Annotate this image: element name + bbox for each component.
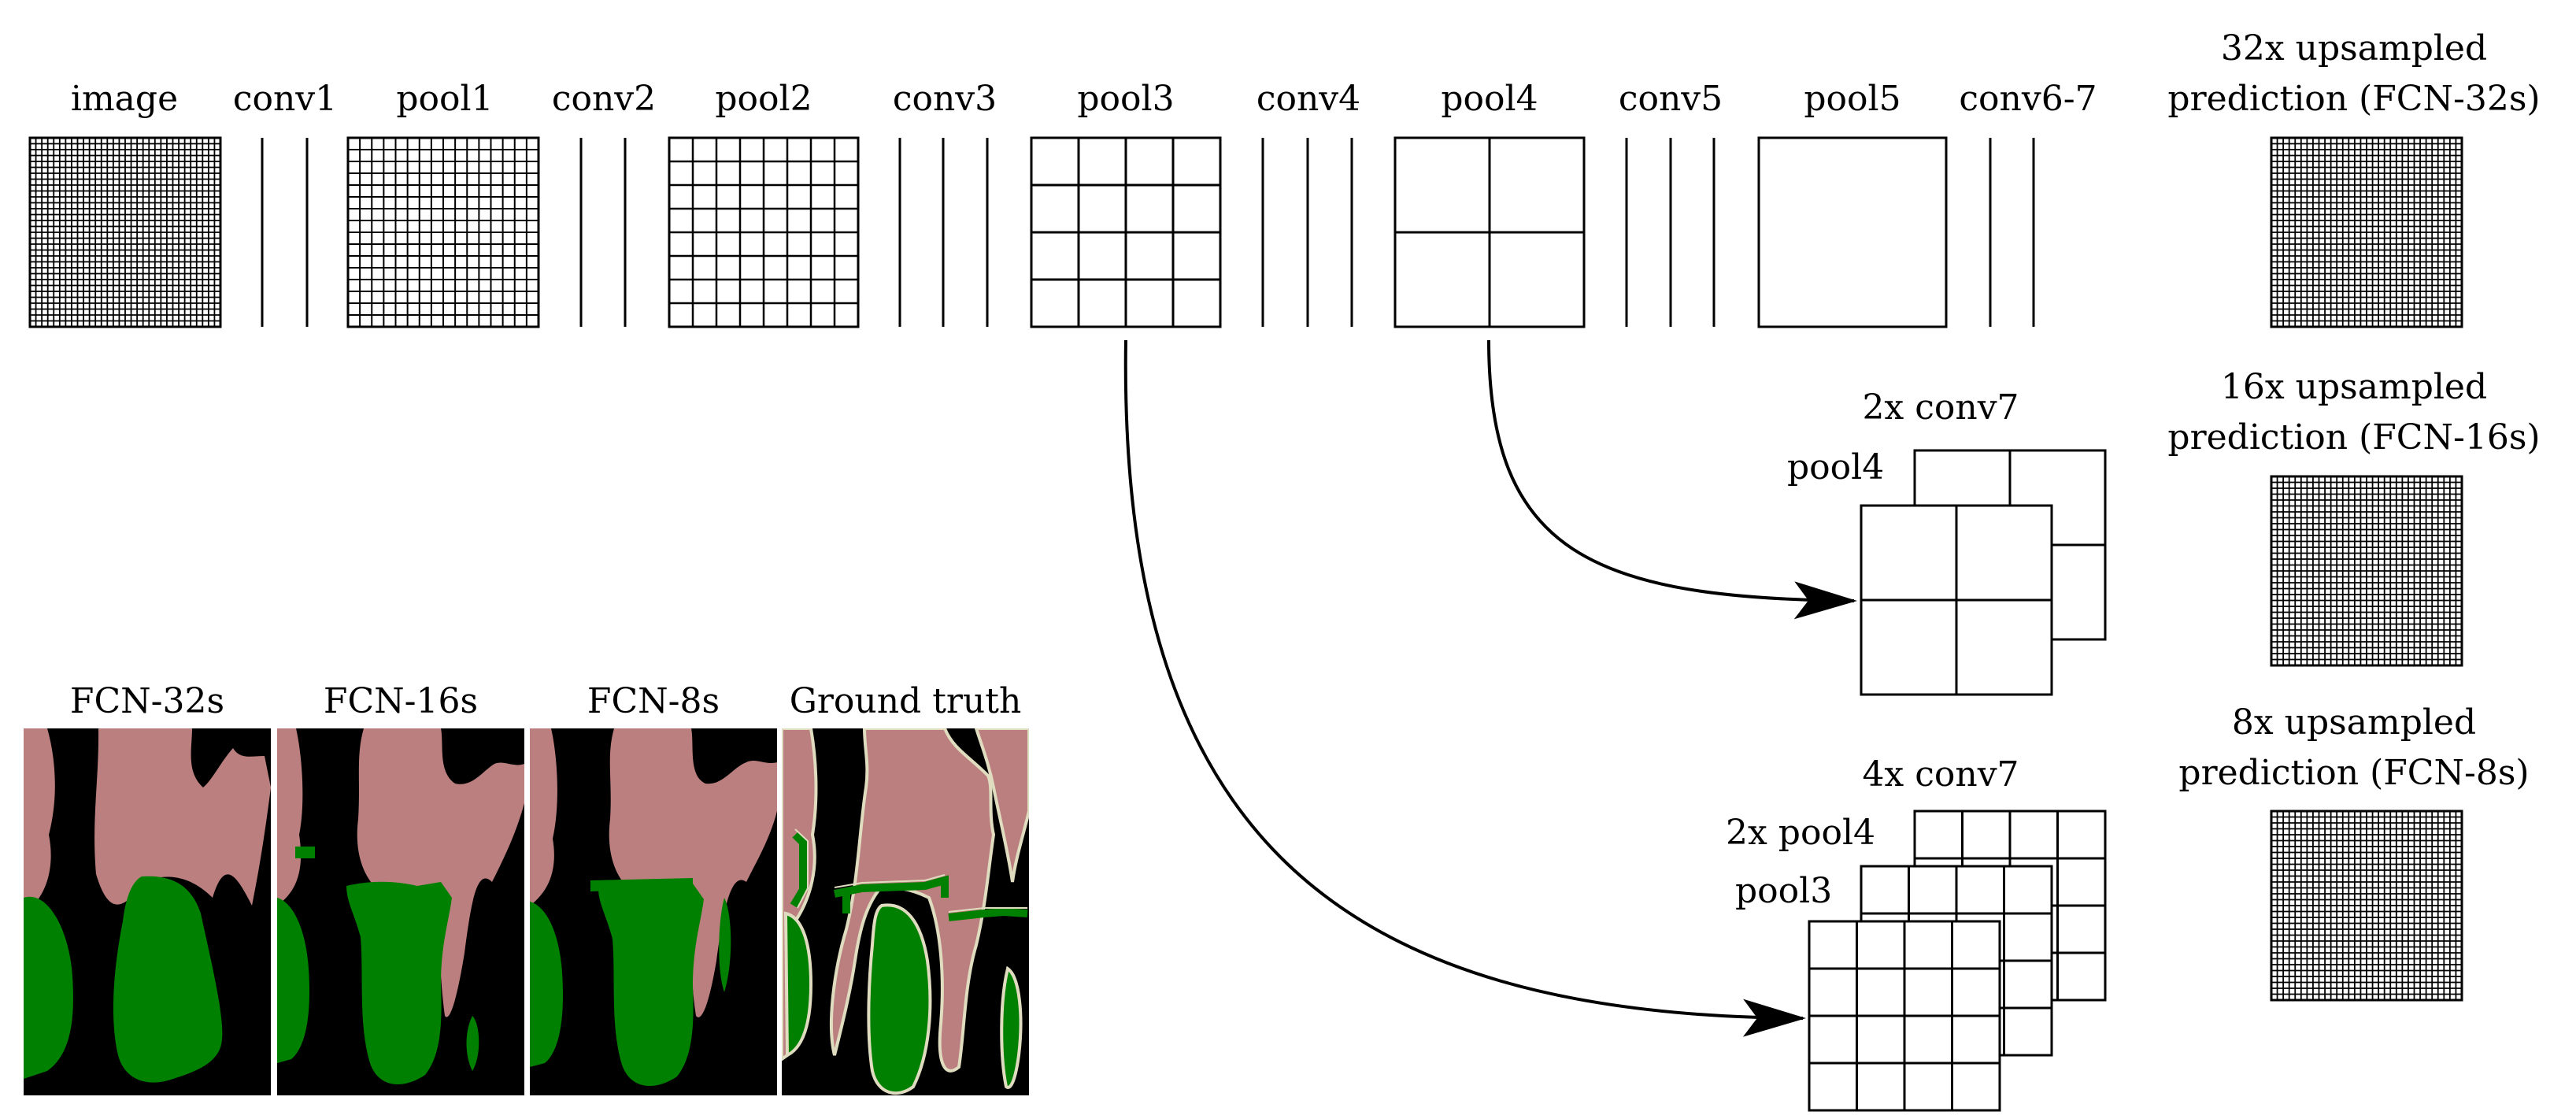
result-label-fcn32s: FCN-32s xyxy=(70,681,224,721)
stage8-side-label-2: pool3 xyxy=(1735,871,1832,911)
fcn32-label-line1: 32x upsampled xyxy=(2221,28,2487,69)
layer-labels: image conv1 pool1 conv2 pool2 conv3 pool… xyxy=(71,79,2097,119)
layer-label-pool2: pool2 xyxy=(715,79,812,119)
stage16-pool4-map xyxy=(1860,504,2053,696)
stage8-side-label-1: 2x pool4 xyxy=(1726,813,1875,853)
layer-label-conv1: conv1 xyxy=(233,79,337,119)
bicycle-region xyxy=(295,847,315,858)
bicycle-handlebar-outline xyxy=(794,828,1027,913)
layer-label-conv4: conv4 xyxy=(1257,79,1360,119)
fcn32-prediction-grid xyxy=(2270,136,2463,328)
bicycle-region xyxy=(590,878,693,891)
pool3-skip-arrow xyxy=(1123,339,1806,1037)
bicycle-region xyxy=(277,898,310,1063)
conv2-block xyxy=(579,138,627,327)
layer-label-pool1: pool1 xyxy=(396,79,493,119)
result-panel-fcn32s xyxy=(24,728,271,1095)
person-region xyxy=(530,728,557,906)
result-panel-fcn8s xyxy=(530,728,777,1095)
bicycle-region xyxy=(1000,965,1023,1089)
fcn16-label-line1: 16x upsampled xyxy=(2221,367,2487,407)
bicycle-region xyxy=(719,898,731,992)
layer-label-pool3: pool3 xyxy=(1077,79,1174,119)
stage8-pool3-map xyxy=(1808,920,2001,1112)
pool5-block xyxy=(1757,136,1948,328)
result-label-gt: Ground truth xyxy=(790,681,1022,721)
bicycle-region xyxy=(598,884,704,1086)
pool4-block xyxy=(1393,136,1586,328)
person-region xyxy=(830,728,996,1073)
skip-arrows xyxy=(1123,339,1857,1037)
fusion-labels: 2x conv7 pool4 4x conv7 2x pool4 pool3 xyxy=(1726,387,2019,911)
stage8-top-label: 4x conv7 xyxy=(1862,754,2019,795)
bicycle-region xyxy=(867,903,932,1095)
fcn32-label-line2: prediction (FCN-32s) xyxy=(2167,79,2540,119)
layer-label-conv5: conv5 xyxy=(1619,79,1723,119)
layer-label-conv3: conv3 xyxy=(893,79,997,119)
conv5-block xyxy=(1625,138,1715,327)
prediction-grids xyxy=(2270,136,2463,1002)
layer-blocks xyxy=(28,136,2035,328)
fcn8-label-line1: 8x upsampled xyxy=(2232,702,2476,743)
prediction-labels: 32x upsampled prediction (FCN-32s) 16x u… xyxy=(2167,28,2540,793)
result-label-fcn16s: FCN-16s xyxy=(324,681,478,721)
result-panel-fcn16s xyxy=(277,728,524,1095)
person-region xyxy=(974,728,1029,883)
fusion-stacks xyxy=(1808,449,2107,1112)
conv4-block xyxy=(1261,138,1353,327)
person-region xyxy=(24,728,55,913)
conv1-block xyxy=(261,138,309,327)
person-region xyxy=(609,728,777,1017)
result-panel-ground-truth xyxy=(782,728,1029,1095)
fcn16-label-line2: prediction (FCN-16s) xyxy=(2167,417,2540,458)
bicycle-region xyxy=(530,902,564,1067)
layer-label-conv2: conv2 xyxy=(552,79,656,119)
result-labels: FCN-32s FCN-16s FCN-8s Ground truth xyxy=(70,681,1021,721)
fcn16-prediction-grid xyxy=(2270,475,2463,667)
person-region xyxy=(357,728,524,1017)
pool4-skip-arrow xyxy=(1487,339,1857,620)
bicycle-region xyxy=(113,876,223,1083)
stage16-top-label: 2x conv7 xyxy=(1862,387,2019,428)
bicycle-region xyxy=(346,881,452,1084)
result-label-fcn8s: FCN-8s xyxy=(587,681,720,721)
conv3-block xyxy=(898,138,989,327)
fcn8-label-line2: prediction (FCN-8s) xyxy=(2178,753,2529,793)
result-panel-separators xyxy=(271,724,782,1099)
pool2-block xyxy=(668,136,860,328)
layer-label-image: image xyxy=(71,79,178,119)
person-region xyxy=(277,728,303,906)
pool3-block xyxy=(1030,136,1222,328)
stage16-side-label: pool4 xyxy=(1787,447,1884,487)
pool5-grid-border xyxy=(1757,136,1948,328)
fcn8-prediction-grid xyxy=(2270,810,2463,1002)
bicycle-region xyxy=(783,911,813,1058)
bicycle-handlebar xyxy=(790,832,1028,921)
bicycle-region xyxy=(466,1016,479,1071)
image-block xyxy=(28,136,222,328)
conv67-block xyxy=(1989,138,2035,327)
layer-label-pool5: pool5 xyxy=(1804,79,1901,119)
person-region xyxy=(94,728,271,906)
bicycle-region xyxy=(24,896,73,1079)
layer-label-conv67: conv6-7 xyxy=(1959,79,2097,119)
layer-label-pool4: pool4 xyxy=(1441,79,1538,119)
pool1-block xyxy=(346,136,540,328)
